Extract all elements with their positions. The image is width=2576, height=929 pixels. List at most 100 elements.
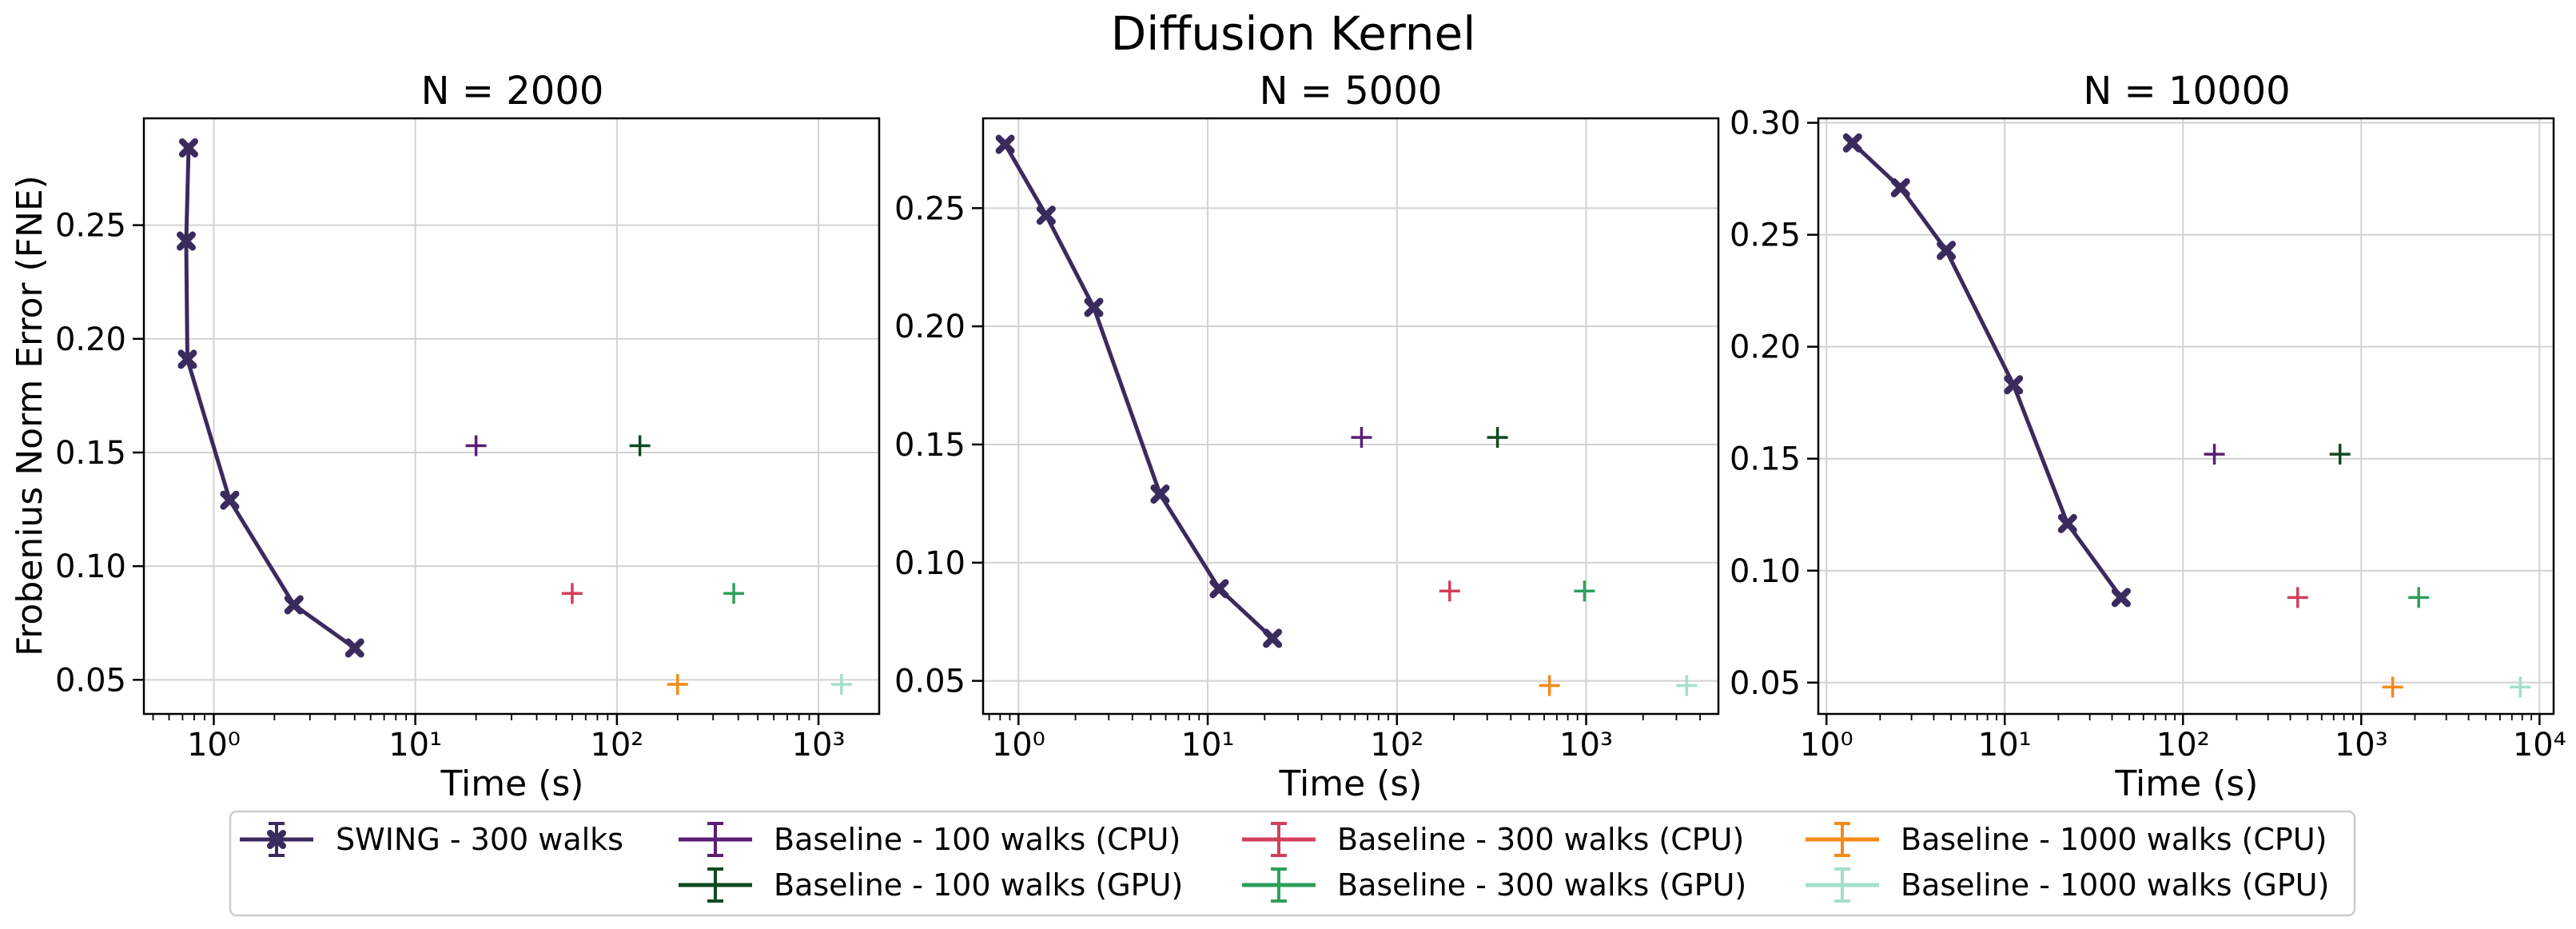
y-tick-label: 0.20 (55, 321, 126, 358)
x-tick-label: 10² (1370, 727, 1423, 764)
x-tick-label: 10⁰ (992, 727, 1045, 764)
baseline-point (1351, 427, 1372, 449)
x-axis-label: Time (s) (1279, 764, 1423, 804)
swing-point (177, 349, 197, 369)
x-tick-label: 10³ (792, 727, 846, 764)
y-tick-label: 0.25 (894, 190, 966, 227)
swing-point (284, 595, 304, 615)
y-tick-label: 0.10 (1730, 553, 1801, 590)
baseline-point (2329, 444, 2351, 465)
panel-title: N = 2000 (421, 69, 604, 114)
x-axis-label: Time (s) (440, 764, 584, 804)
legend-handle (240, 822, 313, 857)
baseline-point (561, 583, 583, 604)
y-tick-label: 0.05 (1730, 665, 1801, 702)
x-tick-label: 10⁰ (187, 727, 241, 764)
swing-point (2057, 513, 2077, 533)
baseline-point (723, 583, 745, 604)
panel-n-2000: 10⁰ 10¹ 10² 10³ 0.05 0.10 0.15 0.20 0.25 N = 200… (10, 69, 881, 804)
axes-frame (981, 117, 1720, 716)
baseline-point (2510, 676, 2531, 698)
axes-frame (1817, 117, 2555, 716)
plot-area: 10⁰ 10¹ 10² 10³ 0.05 0.10 0.15 0.20 0.25 (894, 117, 1720, 764)
y-tick-label: 0.05 (894, 664, 966, 700)
swing-point (220, 490, 240, 510)
baseline-point (1439, 580, 1460, 602)
x-tick-label: 10³ (2335, 727, 2388, 764)
y-tick-label: 0.25 (1730, 217, 1801, 254)
x-tick-label: 10⁴ (2513, 727, 2566, 764)
panel-title: N = 10000 (2083, 69, 2290, 114)
legend-label: Baseline - 100 walks (CPU) (774, 822, 1181, 857)
y-tick-label: 0.25 (55, 208, 126, 245)
x-tick-label: 10¹ (1181, 727, 1235, 764)
y-tick-label: 0.10 (894, 545, 966, 582)
swing-point (1937, 241, 1957, 261)
swing-point (1890, 177, 1910, 197)
baseline-point (2408, 587, 2430, 608)
baseline-point (629, 435, 651, 457)
legend-handle (679, 822, 752, 857)
x-tick-label: 10² (590, 727, 643, 764)
baseline-point (830, 674, 852, 696)
x-tick-label: 10¹ (388, 727, 442, 764)
y-tick-label: 0.20 (1730, 329, 1801, 366)
swing-point (1150, 484, 1170, 504)
y-tick-label: 0.05 (55, 662, 126, 699)
baseline-point (1487, 427, 1508, 449)
swing-point (2004, 375, 2024, 395)
legend-label: Baseline - 1000 walks (GPU) (1901, 867, 2329, 903)
y-tick-label: 0.10 (55, 548, 126, 585)
swing-point (1084, 297, 1104, 317)
baseline-point (465, 435, 487, 457)
y-tick-label: 0.15 (55, 435, 126, 472)
legend-label: Baseline - 300 walks (CPU) (1337, 822, 1744, 857)
legend-handle (1242, 822, 1316, 857)
y-tick-label: 0.30 (1730, 106, 1801, 142)
x-tick-label: 10² (2156, 727, 2210, 764)
legend-handle (1806, 822, 1879, 857)
baseline-point (2382, 676, 2403, 698)
baseline-point (667, 674, 688, 696)
baseline-point (2204, 444, 2225, 465)
swing-point (1209, 579, 1229, 599)
x-axis-label: Time (s) (2115, 764, 2259, 804)
y-axis-label: Frobenius Norm Error (FNE) (10, 175, 50, 656)
swing-series-line (184, 147, 356, 650)
swing-point (2111, 588, 2131, 608)
panel-n-5000: 10⁰ 10¹ 10² 10³ 0.05 0.10 0.15 0.20 0.25 N = 500… (894, 69, 1720, 804)
baseline-point (1676, 675, 1698, 696)
panel-title: N = 5000 (1260, 69, 1443, 114)
x-tick-label: 10³ (1559, 727, 1613, 764)
legend-label: SWING - 300 walks (336, 822, 623, 857)
y-tick-label: 0.20 (894, 309, 966, 345)
legend-label: Baseline - 300 walks (GPU) (1337, 867, 1746, 903)
swing-point (178, 138, 198, 157)
baseline-point (1574, 580, 1595, 602)
panel-n-10000: 10⁰ 10¹ 10² 10³ 10⁴0.050.100.150.200.250.30 … (1730, 69, 2566, 804)
legend-label: Baseline - 1000 walks (CPU) (1901, 822, 2327, 857)
swing-point (344, 638, 364, 658)
swing-point (1842, 133, 1862, 153)
swing-point (1263, 628, 1283, 648)
baseline-point (1539, 675, 1560, 696)
swing-point (995, 134, 1015, 154)
x-tick-label: 10⁰ (1800, 727, 1853, 764)
figure-title: Diffusion Kernel (1111, 6, 1476, 61)
legend: SWING - 300 walks Baseline - 100 walks (… (229, 810, 2356, 917)
axes-frame (142, 117, 881, 716)
x-tick-label: 10¹ (1978, 727, 2032, 764)
swing-series-line (1851, 141, 2123, 599)
legend-handle (1242, 867, 1316, 903)
swing-point (1036, 205, 1056, 225)
baseline-point (2287, 587, 2308, 608)
y-tick-label: 0.15 (894, 427, 966, 464)
swing-point (176, 231, 196, 251)
plot-area: 10⁰ 10¹ 10² 10³ 0.05 0.10 0.15 0.20 0.25 (55, 117, 881, 764)
legend-handle (679, 867, 752, 903)
y-tick-label: 0.15 (1730, 441, 1801, 478)
legend-label: Baseline - 100 walks (GPU) (774, 867, 1183, 903)
plot-area: 10⁰ 10¹ 10² 10³ 10⁴ 0.05 0.10 0.15 0.20 0.25 0.30 (1730, 106, 2566, 764)
legend-handle (1806, 867, 1879, 903)
